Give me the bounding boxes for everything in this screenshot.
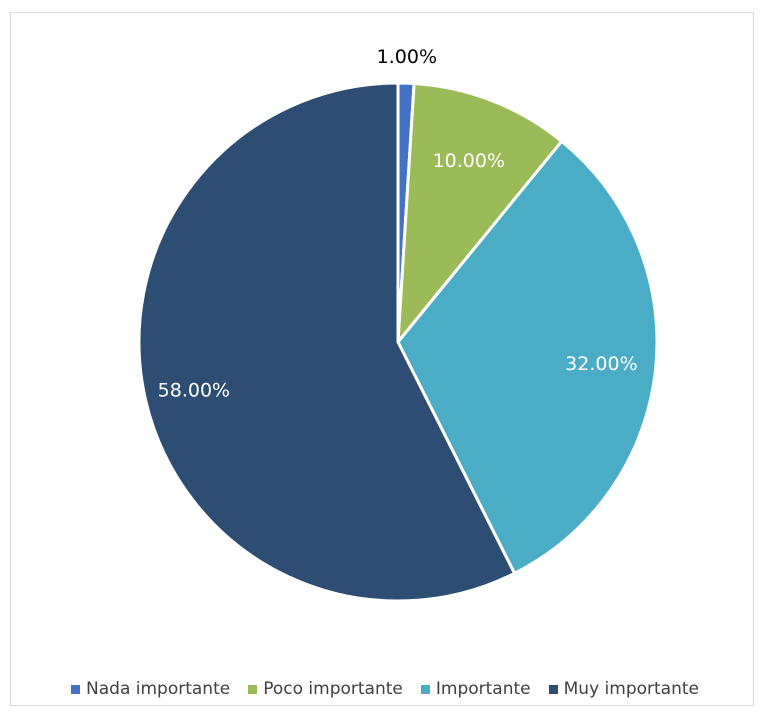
legend-item-nada-importante: Nada importante bbox=[71, 679, 230, 699]
legend-swatch-icon bbox=[548, 684, 558, 694]
data-label-nada-importante: 1.00% bbox=[377, 46, 437, 68]
legend-swatch-icon bbox=[420, 684, 430, 694]
pie-data-labels: 1.00% 10.00% 32.00% 58.00% bbox=[158, 46, 638, 401]
data-label-importante: 32.00% bbox=[565, 353, 637, 375]
chart-legend: Nada importante Poco importante Importante… bbox=[0, 679, 770, 699]
pie-slice-poco-importante bbox=[396, 82, 564, 344]
legend-item-poco-importante: Poco importante bbox=[248, 679, 403, 699]
pie-slice-muy-importante bbox=[137, 81, 517, 603]
legend-item-importante: Importante bbox=[420, 679, 531, 699]
legend-swatch-icon bbox=[71, 684, 81, 694]
pie-slice-importante bbox=[396, 139, 659, 575]
legend-label: Muy importante bbox=[563, 679, 699, 699]
legend-label: Poco importante bbox=[263, 679, 403, 699]
legend-swatch-icon bbox=[248, 684, 258, 694]
pie-slices bbox=[137, 81, 659, 603]
legend-label: Nada importante bbox=[86, 679, 231, 699]
data-label-muy-importante: 58.00% bbox=[158, 379, 230, 401]
legend-label: Importante bbox=[435, 679, 531, 699]
data-label-poco-importante: 10.00% bbox=[433, 150, 505, 172]
legend-item-muy-importante: Muy importante bbox=[548, 679, 699, 699]
